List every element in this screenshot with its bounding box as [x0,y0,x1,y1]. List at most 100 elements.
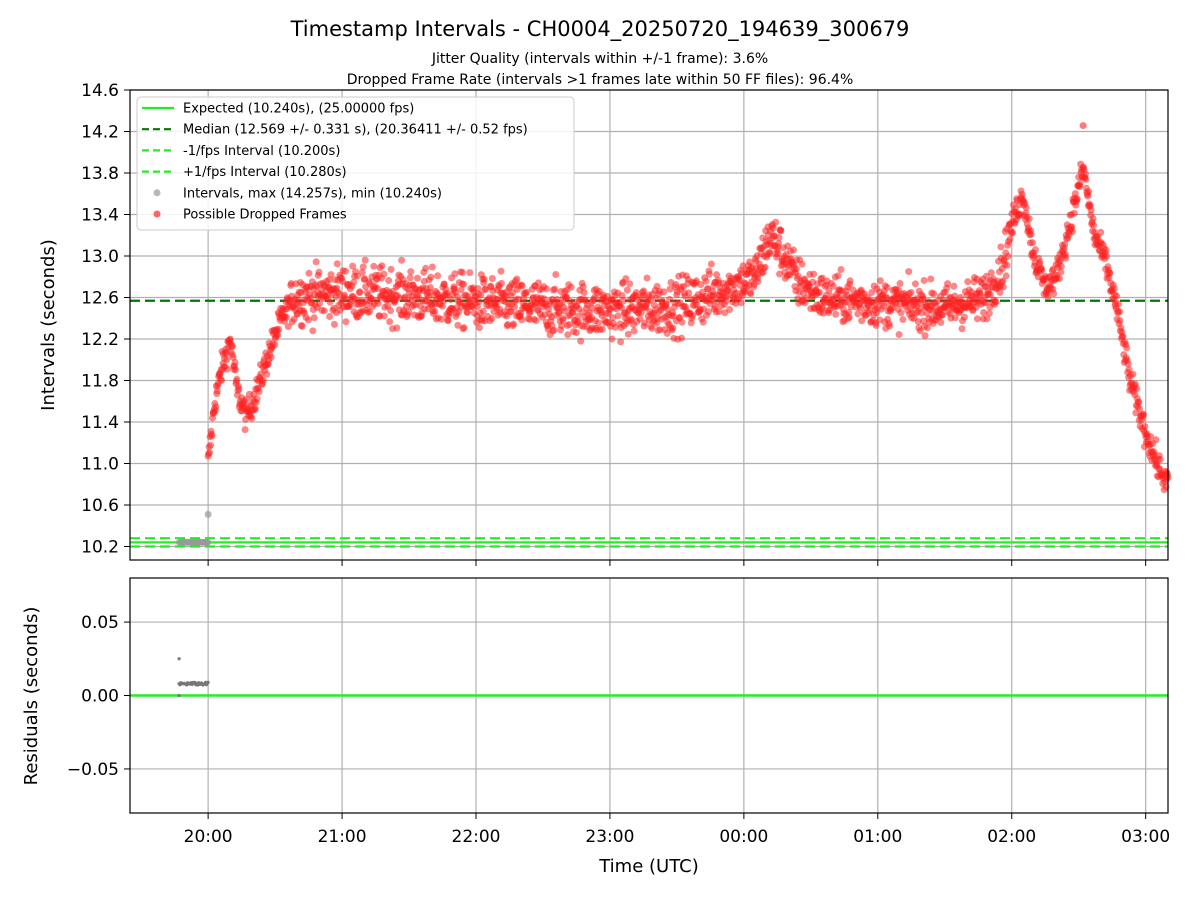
x-tick-label: 01:00 [853,827,902,847]
dropped-frame-point [248,414,256,422]
dropped-frame-point [551,285,559,293]
dropped-frame-point [672,281,680,289]
dropped-frame-point [937,318,945,326]
dropped-frame-point [776,270,784,278]
dropped-frame-point [609,314,617,322]
dropped-frame-point [794,272,802,280]
chart-subtitle-jitter: Jitter Quality (intervals within +/-1 fr… [431,51,768,67]
dropped-frame-point [255,388,263,396]
legend-label: -1/fps Interval (10.200s) [183,144,340,159]
dropped-frame-point [1070,209,1078,217]
dropped-frame-point [627,315,635,323]
dropped-frame-point [488,274,496,282]
dropped-frame-point [626,280,634,288]
dropped-frame-point [1038,266,1046,274]
dropped-frame-point [378,262,386,270]
dropped-frame-point [431,307,439,315]
dropped-frame-point [349,262,357,270]
dropped-frame-point [846,277,854,285]
dropped-frame-point [223,365,231,373]
dropped-frame-point [320,307,328,315]
dropped-frame-point [707,260,715,268]
dropped-frame-point [1018,190,1026,198]
dropped-frame-point [1119,333,1127,341]
dropped-frame-point [777,227,785,235]
dropped-frame-point [1008,229,1016,237]
dropped-frame-point [552,271,560,279]
dropped-frame-point [678,318,686,326]
legend-marker [153,210,161,218]
dropped-frame-point [437,315,445,323]
dropped-frame-point [983,315,991,323]
chart-subtitle-dropped: Dropped Frame Rate (intervals >1 frames … [347,72,854,88]
dropped-frame-point [223,356,231,364]
dropped-frame-point [1141,423,1149,431]
dropped-frame-point [737,299,745,307]
dropped-frame-point [711,303,719,311]
dropped-frame-point [326,298,334,306]
dropped-frame-point [999,277,1007,285]
dropped-frame-point [595,319,603,327]
dropped-frame-point [518,282,526,290]
dropped-frame-point [636,315,644,323]
dropped-frame-point [304,316,312,324]
dropped-frame-point [564,331,572,339]
dropped-frame-point [1031,246,1039,254]
dropped-frame-point [895,331,903,339]
dropped-frame-point [456,298,464,306]
dropped-frame-point [574,312,582,320]
residuals-points [177,657,210,698]
dropped-frame-point [385,277,393,285]
dropped-frame-point [992,298,1000,306]
dropped-frame-point [868,288,876,296]
dropped-frame-point [510,303,518,311]
dropped-frame-point [386,318,394,326]
x-tick-label: 00:00 [719,827,768,847]
x-tick-label: 03:00 [1121,827,1170,847]
dropped-frame-point [406,274,414,282]
legend-label: Intervals, max (14.257s), min (10.240s) [183,186,442,201]
dropped-frame-point [1085,188,1093,196]
dropped-frame-point [930,290,938,298]
dropped-frame-point [1097,228,1105,236]
dropped-frame-point [310,314,318,322]
dropped-frame-point [1055,274,1063,282]
intervals-y-tick-label: 13.8 [81,164,119,184]
dropped-frame-point [622,275,630,283]
dropped-frame-point [282,313,290,321]
intervals-panel: 10.2 10.6 11.0 11.4 11.8 12.2 12.6 13.0 13.4 13.8… [38,81,1172,566]
intervals-y-axis-label: Intervals (seconds) [38,239,59,411]
dropped-frame-point [207,441,215,449]
dropped-frame-point [479,307,487,315]
dropped-frame-point [775,234,783,242]
dropped-frame-point [730,281,738,289]
intervals-y-tick-label: 14.2 [81,123,119,143]
dropped-frame-point [637,309,645,317]
dropped-frame-point [739,262,747,270]
dropped-frame-point [475,324,483,332]
dropped-frame-point [660,288,668,296]
dropped-frame-point [560,307,568,315]
dropped-frame-point [608,335,616,343]
dropped-frame-point [678,334,686,342]
dropped-frame-point [772,218,780,226]
residuals-y-axis-label: Residuals (seconds) [21,607,42,786]
dropped-frame-point [766,250,774,258]
intervals-y-tick-label: 10.6 [81,496,119,516]
dropped-frame-point [1061,240,1069,248]
dropped-frame-point [477,291,485,299]
dropped-frame-point [911,280,919,288]
dropped-frame-point [427,273,435,281]
dropped-frame-point [907,288,915,296]
dropped-frame-point [325,276,333,284]
intervals-axes-frame [129,89,1169,561]
dropped-frame-point [1050,290,1058,298]
dropped-frame-point [958,325,966,333]
dropped-frame-point [361,256,369,264]
dropped-frame-point [927,275,935,283]
dropped-frame-point [231,366,239,374]
dropped-frame-point [1150,448,1158,456]
dropped-frame-point [722,297,730,305]
dropped-frame-point [810,270,818,278]
intervals-y-tick-label: 11.8 [81,372,119,392]
